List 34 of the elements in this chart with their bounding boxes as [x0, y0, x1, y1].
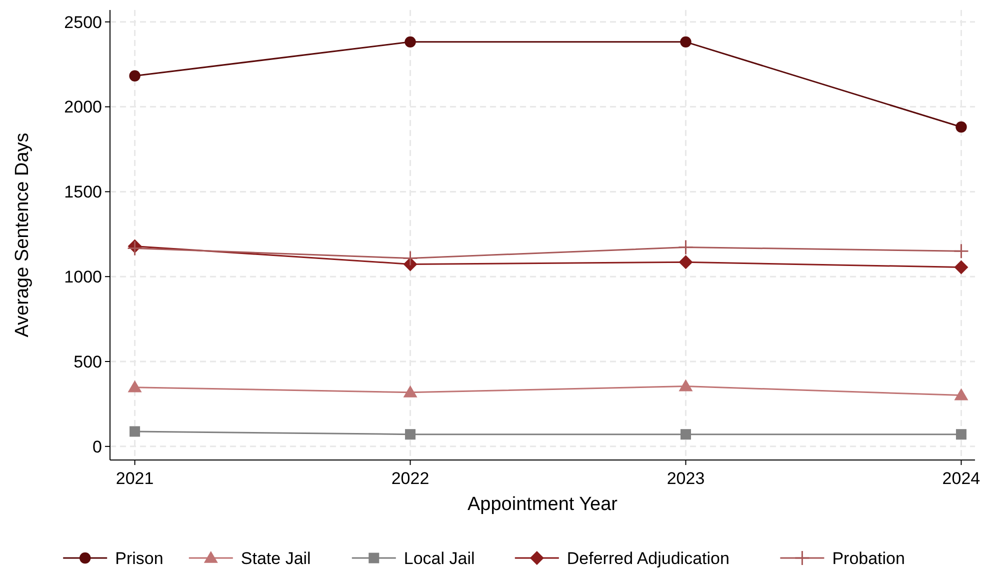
y-tick-label: 1000: [64, 268, 102, 287]
point: [402, 250, 418, 266]
point: [956, 429, 966, 440]
point: [956, 121, 967, 133]
y-tick-label: 2000: [64, 98, 102, 117]
point: [128, 380, 142, 392]
legend-label: Prison: [115, 548, 164, 568]
point: [680, 36, 692, 48]
point: [680, 429, 691, 440]
x-tick-label: 2023: [666, 469, 705, 488]
legend-label: Deferred Adjudication: [566, 548, 730, 568]
x-tick-label: 2022: [391, 469, 430, 488]
x-tick-label: 2021: [116, 469, 154, 488]
x-tick-label: 2024: [942, 469, 980, 488]
point: [954, 388, 968, 400]
point: [130, 426, 140, 437]
y-axis-title: Average Sentence Days: [12, 132, 33, 338]
point: [405, 429, 416, 440]
y-tick-label: 0: [92, 437, 102, 456]
legend-label: State Jail: [240, 548, 311, 568]
point: [678, 239, 694, 255]
y-tick-label: 500: [74, 352, 102, 372]
point: [404, 36, 416, 48]
point: [678, 255, 693, 270]
point: [954, 260, 968, 274]
point: [678, 379, 693, 392]
point: [129, 70, 140, 82]
legend-label: Local Jail: [404, 548, 475, 568]
y-tick-label: 2500: [64, 12, 102, 32]
point: [953, 243, 969, 259]
point: [403, 385, 418, 398]
x-axis-title: Appointment Year: [467, 494, 618, 515]
y-tick-label: 1500: [64, 182, 102, 202]
legend-label: Probation: [832, 548, 905, 568]
